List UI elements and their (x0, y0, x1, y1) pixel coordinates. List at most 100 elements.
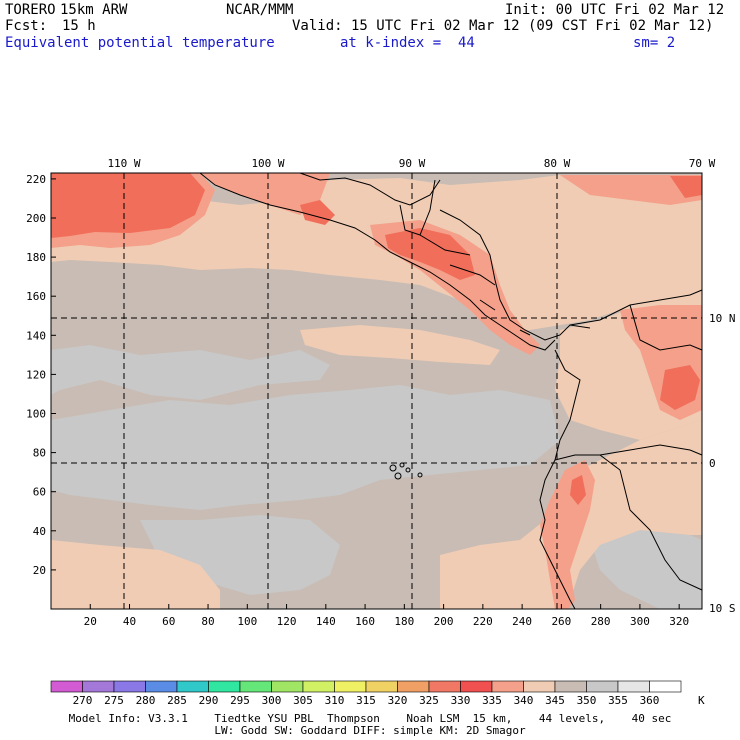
valid-time: Valid: 15 UTC Fri 02 Mar 12 (09 CST Fri … (292, 18, 714, 34)
level-index: at k-index = 44 (340, 35, 475, 51)
legend-swatch (50, 680, 83, 693)
lon-label-110w: 110 W (107, 157, 140, 170)
x-tick-label: 320 (669, 615, 689, 628)
y-tick-label: 180 (26, 251, 46, 264)
legend-swatch (334, 680, 367, 693)
legend-swatch (460, 680, 493, 693)
legend-label: 290 (199, 694, 219, 707)
y-tick-label: 140 (26, 329, 46, 342)
x-tick-label: 120 (277, 615, 297, 628)
salmon-region-gulf (200, 173, 330, 215)
x-tick-label: 240 (512, 615, 532, 628)
legend-swatch (113, 680, 146, 693)
salmon-region-caribbean (560, 175, 702, 205)
legend-label: 305 (293, 694, 313, 707)
ecuador-border (554, 454, 621, 471)
legend-label: 285 (167, 694, 187, 707)
legend-unit: K (698, 694, 705, 707)
gray-region-west (51, 345, 330, 400)
y-tick-label: 40 (33, 525, 46, 538)
red-region-northwest (51, 173, 205, 238)
x-tick-label: 200 (434, 615, 454, 628)
lat-label-10s: 10 S (709, 602, 736, 615)
y-tick-label: 200 (26, 212, 46, 225)
legend-swatch (491, 680, 524, 693)
panama-border (519, 329, 531, 336)
legend-label: 320 (388, 694, 408, 707)
y-tick-label: 220 (26, 173, 46, 186)
lon-label-80w: 80 W (544, 157, 571, 170)
red-region-caribbean (670, 176, 702, 198)
peach-region-south (51, 540, 220, 609)
x-tick-label: 60 (162, 615, 175, 628)
x-tick-label: 160 (355, 615, 375, 628)
colombia-venezuela-coast (569, 289, 703, 326)
venezuela-border (629, 304, 703, 351)
galapagos-island-3 (405, 467, 411, 473)
y-tick-label: 160 (26, 290, 46, 303)
peach-region-north (51, 175, 702, 335)
peach-region-mid (300, 325, 500, 365)
costa-rica-border (479, 299, 496, 311)
legend-swatch (586, 680, 619, 693)
lon-label-70w: 70 W (689, 157, 716, 170)
lon-label-100w: 100 W (251, 157, 284, 170)
gray-region-central (51, 385, 560, 510)
y-tick-label: 20 (33, 564, 46, 577)
legend-label: 275 (104, 694, 124, 707)
legend-swatch (208, 680, 241, 693)
legend-label: 315 (356, 694, 376, 707)
legend-swatch (554, 680, 587, 693)
field-shading (51, 173, 702, 609)
forecast-label: Fcst: (5, 18, 48, 34)
legend-swatch (617, 680, 650, 693)
legend-swatch (271, 680, 304, 693)
peru-brazil-border (619, 469, 703, 591)
footer-model-info: Model Info: V3.3.1 Tiedtke YSU PBL Thomp… (68, 712, 672, 725)
x-tick-label: 100 (237, 615, 257, 628)
legend-label: 345 (545, 694, 565, 707)
x-tick-label: 300 (630, 615, 650, 628)
map-frame (50, 172, 703, 610)
legend-label: 350 (577, 694, 597, 707)
gray-region-land (590, 530, 702, 609)
mexico-pacific-coast (199, 172, 556, 351)
x-tick-label: 20 (84, 615, 97, 628)
red-region-guatemala (385, 228, 475, 280)
forecast-hours: 15 h (62, 18, 96, 34)
footer-physics-info: LW: Godd SW: Goddard DIFF: simple KM: 2D… (214, 724, 526, 737)
legend-swatch (649, 680, 682, 693)
central-america-caribbean-coast (439, 209, 591, 341)
legend-label: 340 (514, 694, 534, 707)
x-tick-label: 280 (591, 615, 611, 628)
legend-label: 335 (482, 694, 502, 707)
legend-swatch (82, 680, 115, 693)
legend-label: 360 (640, 694, 660, 707)
x-tick-label: 180 (394, 615, 414, 628)
model-name: TORERO (5, 2, 56, 18)
red-region-venezuela (660, 365, 700, 410)
model-resolution: 15km ARW (60, 2, 128, 18)
x-tick-label: 80 (201, 615, 214, 628)
legend-label: 280 (136, 694, 156, 707)
galapagos-island-4 (394, 472, 402, 480)
legend-label: 325 (419, 694, 439, 707)
galapagos-islands (389, 462, 423, 480)
galapagos-island-1 (389, 464, 397, 472)
legend-swatch (428, 680, 461, 693)
legend-swatch (302, 680, 335, 693)
init-time: Init: 00 UTC Fri 02 Mar 12 (505, 2, 725, 18)
legend-swatch (397, 680, 430, 693)
legend-swatch (176, 680, 209, 693)
legend-swatch (523, 680, 556, 693)
y-tick-label: 120 (26, 368, 46, 381)
x-tick-label: 40 (123, 615, 136, 628)
y-tick-label: 60 (33, 486, 46, 499)
legend-label: 300 (262, 694, 282, 707)
field-name: Equivalent potential temperature (5, 35, 275, 51)
x-tick-label: 260 (551, 615, 571, 628)
legend-label: 270 (73, 694, 93, 707)
y-axis-ticks: 20 40 60 80 100 120 140 160 180 200 220 (26, 173, 56, 577)
mexico-gulf-coast (299, 172, 441, 206)
